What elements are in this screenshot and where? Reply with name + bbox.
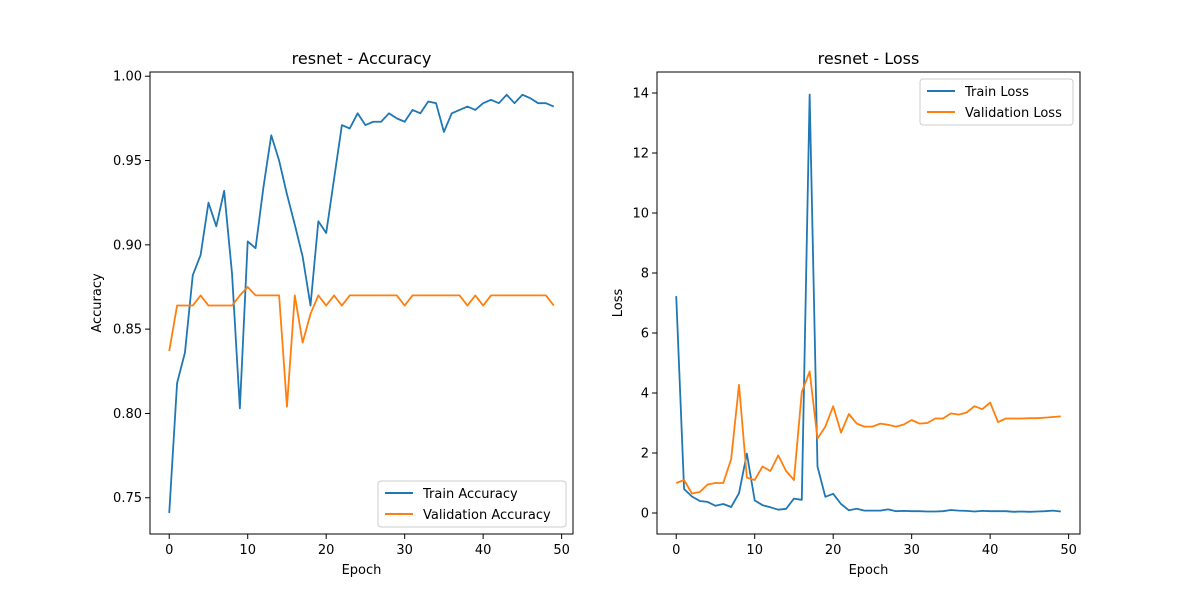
x-tick-label: 40 [982,543,999,558]
x-tick-label: 0 [165,543,173,558]
x-tick-label: 10 [239,543,256,558]
plot-frame [149,71,574,535]
series-line-validation [168,286,555,408]
plot-marks: 0 10 20 30 40 50 0 2 4 6 8 10 12 14 [632,87,1076,559]
x-tick-label: 50 [1060,543,1077,558]
legend-label-validation: Validation Loss [965,106,1062,121]
x-axis-label: Epoch [342,563,382,578]
y-tick-label: 0.75 [113,491,142,506]
y-tick-label: 0.85 [113,323,142,338]
legend-box [919,78,1074,126]
legend: Train Accuracy Validation Accuracy [377,480,567,528]
y-axis-label: Loss [611,289,626,318]
x-axis-label: Epoch [849,563,889,578]
y-tick-label: 4 [641,387,649,402]
y-axis-label: Accuracy [90,273,105,333]
y-tick-label: 0.95 [113,154,142,169]
x-tick-label: 30 [903,543,920,558]
y-tick-label: 2 [641,447,649,462]
x-tick-label: 20 [825,543,842,558]
plot-frame [656,71,1081,535]
y-tick-label: 14 [632,87,649,102]
x-tick-label: 40 [475,543,492,558]
plot-marks: 0 10 20 30 40 50 0.75 0.80 0.85 0.90 0.95 1.00 [113,70,570,558]
chart-accuracy: resnet - Accuracy 0 10 20 30 40 50 0.75 0.80 0.8… [90,49,574,578]
y-tick-label: 0.90 [113,238,142,253]
y-tick-label: 0 [641,507,649,522]
y-tick-label: 0.80 [113,407,142,422]
series-line-train [675,93,1061,513]
x-tick-label: 50 [553,543,570,558]
series-line-validation [675,370,1061,495]
legend-label-validation: Validation Accuracy [423,508,551,523]
y-tick-label: 1.00 [113,70,142,85]
x-tick-label: 30 [396,543,413,558]
y-tick-label: 12 [632,147,649,162]
y-tick-label: 8 [641,267,649,282]
y-tick-label: 6 [641,327,649,342]
legend-box [377,480,567,528]
legend-label-train: Train Loss [964,85,1029,100]
chart-title: resnet - Accuracy [292,49,432,68]
x-tick-label: 20 [318,543,335,558]
legend-label-train: Train Accuracy [422,487,518,502]
series-line-train [168,93,555,513]
chart-loss: resnet - Loss 0 10 20 30 40 50 0 2 4 6 8 10 12 14 Epo… [611,49,1081,578]
y-tick-label: 10 [632,207,649,222]
chart-title: resnet - Loss [818,49,920,68]
x-tick-label: 0 [672,543,680,558]
legend: Train Loss Validation Loss [919,78,1074,126]
x-tick-label: 10 [746,543,763,558]
